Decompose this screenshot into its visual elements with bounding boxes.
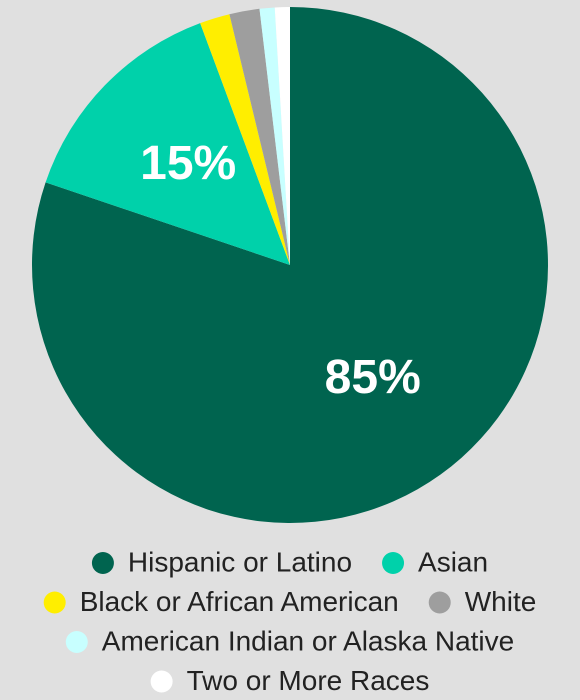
pie-slice (31, 7, 549, 523)
legend-label: American Indian or Alaska Native (102, 625, 514, 656)
legend-marker (65, 631, 88, 653)
legend-label: Asian (418, 546, 488, 577)
pie-slice (200, 14, 290, 265)
legend-label: Black or African American (80, 586, 399, 617)
pie-slice (229, 8, 290, 265)
legend-label: White (465, 586, 537, 617)
legend-marker (43, 591, 66, 614)
pie-slice (45, 23, 291, 266)
legend-label: Hispanic or Latino (128, 546, 352, 577)
value-label: 15% (140, 137, 236, 190)
legend-marker (150, 670, 173, 693)
pie-slice (259, 7, 290, 265)
legend-marker (382, 552, 405, 574)
legend-marker (91, 552, 114, 574)
legend-marker (428, 591, 451, 614)
pie-slice (274, 7, 290, 265)
legend-label: Two or More Races (187, 665, 430, 696)
value-label: 85% (325, 351, 421, 404)
